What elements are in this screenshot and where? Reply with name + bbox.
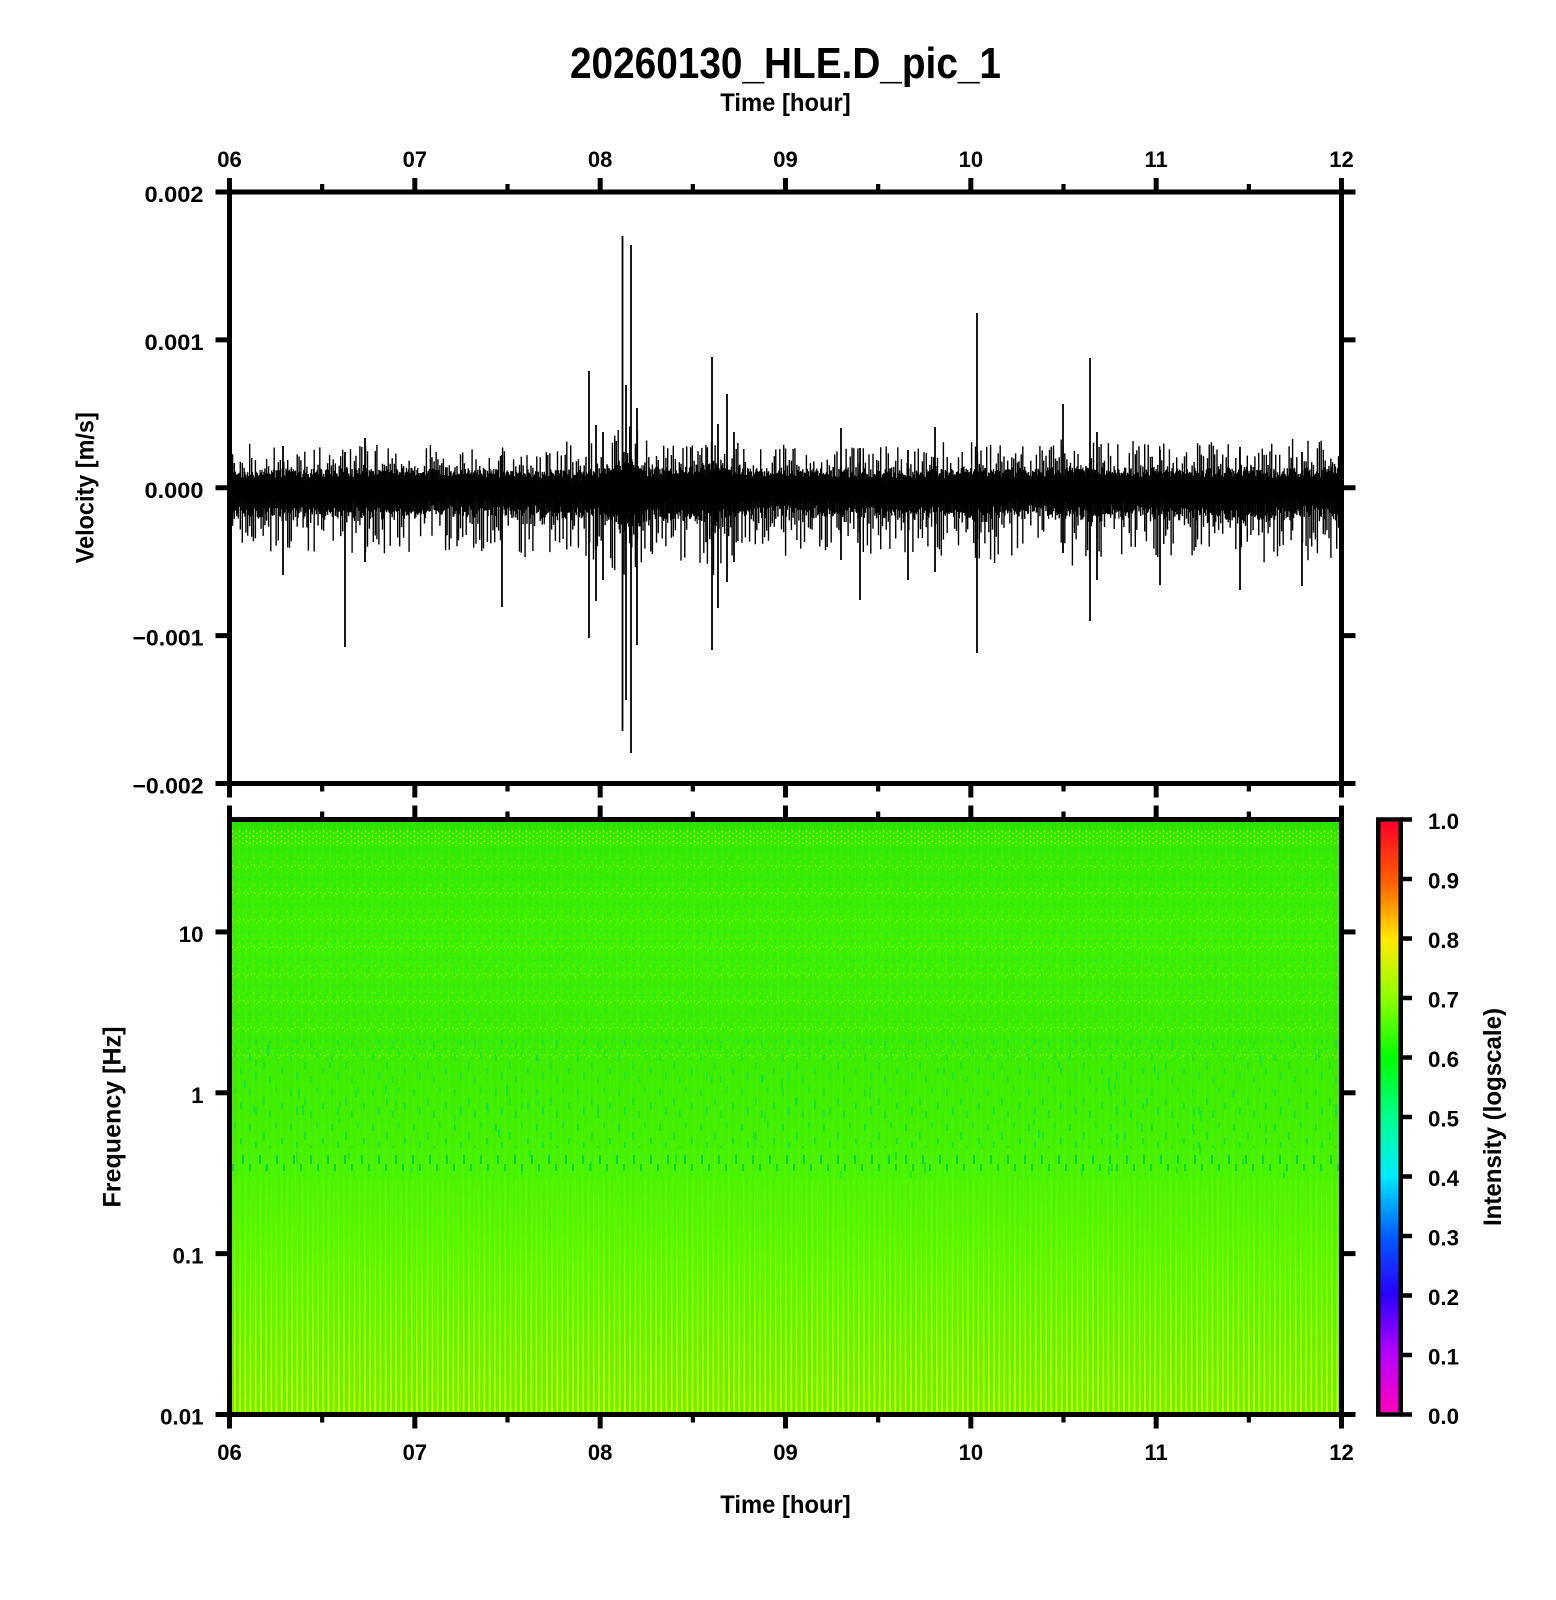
svg-text:0.1: 0.1 [1428, 1345, 1459, 1370]
svg-text:20260130_HLE.D_pic_1: 20260130_HLE.D_pic_1 [570, 39, 1001, 88]
svg-text:0.5: 0.5 [1428, 1107, 1459, 1132]
svg-text:06: 06 [217, 147, 241, 172]
svg-text:0.2: 0.2 [1428, 1285, 1459, 1310]
svg-text:06: 06 [217, 1440, 241, 1465]
svg-text:0.002: 0.002 [145, 182, 204, 207]
svg-text:10: 10 [959, 147, 983, 172]
svg-text:11: 11 [1145, 1440, 1168, 1465]
svg-text:0.000: 0.000 [145, 478, 204, 503]
svg-text:−0.001: −0.001 [133, 626, 204, 651]
svg-text:08: 08 [588, 147, 612, 172]
svg-text:Frequency [Hz]: Frequency [Hz] [99, 1027, 127, 1208]
svg-text:0.9: 0.9 [1428, 869, 1459, 894]
svg-text:09: 09 [773, 1440, 797, 1465]
svg-text:1.0: 1.0 [1428, 809, 1459, 834]
svg-text:0.8: 0.8 [1428, 928, 1459, 953]
svg-text:09: 09 [773, 147, 797, 172]
svg-text:08: 08 [588, 1440, 612, 1465]
svg-text:0.7: 0.7 [1428, 988, 1459, 1013]
svg-text:Time [hour]: Time [hour] [720, 1491, 851, 1519]
svg-text:0.3: 0.3 [1428, 1226, 1459, 1251]
svg-text:0.1: 0.1 [173, 1244, 204, 1269]
svg-text:0.4: 0.4 [1428, 1166, 1460, 1191]
svg-text:10: 10 [179, 922, 204, 947]
svg-text:12: 12 [1329, 1440, 1353, 1465]
svg-text:Velocity [m/s]: Velocity [m/s] [72, 412, 100, 563]
svg-text:0.6: 0.6 [1428, 1047, 1459, 1072]
svg-text:07: 07 [403, 147, 427, 172]
svg-text:Time [hour]: Time [hour] [720, 89, 851, 117]
svg-text:1: 1 [191, 1083, 203, 1108]
svg-text:0.01: 0.01 [160, 1405, 203, 1430]
svg-text:11: 11 [1145, 147, 1168, 172]
svg-text:12: 12 [1329, 147, 1353, 172]
svg-text:10: 10 [959, 1440, 983, 1465]
svg-text:−0.002: −0.002 [133, 774, 204, 799]
svg-text:0.001: 0.001 [145, 330, 204, 355]
svg-text:0.0: 0.0 [1428, 1404, 1459, 1429]
svg-text:07: 07 [403, 1440, 427, 1465]
svg-text:Intensity (logscale): Intensity (logscale) [1479, 1008, 1507, 1226]
